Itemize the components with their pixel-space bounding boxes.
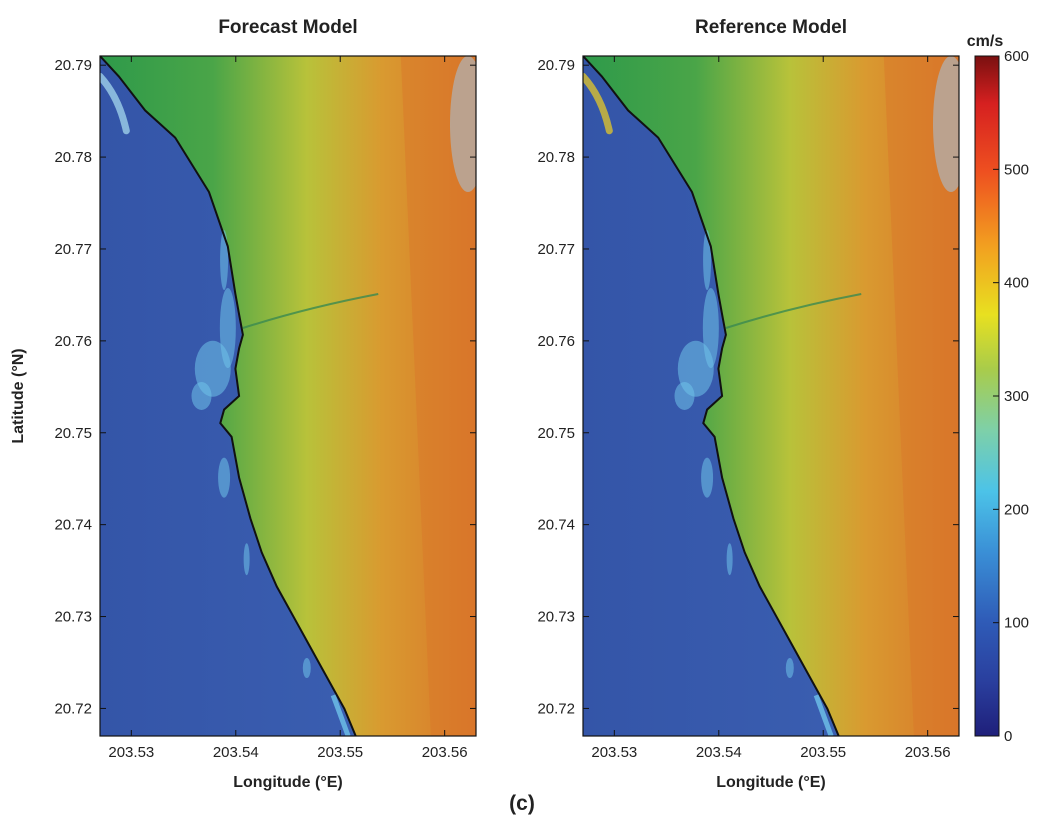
reference-panel: Reference Model 203.53 203.54 203.55 203.56 2… — [537, 17, 960, 791]
x-tick-label: 203.56 — [422, 744, 468, 761]
colorbar-tick-label: 300 — [1004, 388, 1029, 405]
y-tick-label: 20.73 — [537, 609, 575, 626]
forecast-panel: Forecast Model 203.53 203.54 203.55 203.56 20… — [10, 17, 477, 791]
colorbar-unit: cm/s — [967, 33, 1004, 50]
surf-zone-patch — [701, 457, 714, 498]
y-tick-label: 20.74 — [54, 517, 92, 534]
colorbar-tick-label: 100 — [1004, 615, 1029, 632]
colorbar: cm/s 0 100 200 300 400 500 600 — [967, 33, 1029, 745]
colorbar-ticks: 0 100 200 300 400 500 600 — [993, 48, 1029, 745]
colorbar-tick-label: 500 — [1004, 161, 1029, 178]
surf-zone-patch — [703, 230, 712, 290]
high-ground-patch — [933, 56, 959, 192]
figure-label: (c) — [509, 792, 535, 815]
surf-zone-patch — [243, 543, 250, 576]
high-ground-patch — [450, 56, 476, 192]
surf-zone-patch — [726, 543, 733, 576]
stream-channel — [725, 293, 862, 329]
x-tick-label: 203.54 — [213, 744, 259, 761]
outflow-jet — [330, 694, 351, 736]
stream-channel — [242, 293, 379, 329]
colorbar-tick-label: 200 — [1004, 501, 1029, 518]
y-tick-label: 20.74 — [537, 517, 575, 534]
plot-frame — [582, 55, 960, 737]
y-tick-label: 20.76 — [54, 333, 92, 350]
y-tick-label: 20.78 — [54, 149, 92, 166]
upland-band — [883, 56, 959, 736]
chart-title: Reference Model — [695, 17, 847, 38]
surf-zone-patch — [302, 658, 311, 678]
x-tick-label: 203.56 — [905, 744, 951, 761]
rip-jet — [583, 72, 613, 135]
chart-title: Forecast Model — [218, 17, 357, 38]
colorbar-tick-label: 600 — [1004, 48, 1029, 65]
upland-band — [400, 56, 476, 736]
rip-jet — [100, 72, 130, 135]
surf-zone-patch — [191, 382, 212, 410]
surf-zone-patch — [220, 230, 229, 290]
x-tick-label: 203.53 — [591, 744, 637, 761]
land-area — [583, 56, 959, 736]
coastline — [583, 56, 840, 736]
y-tick-label: 20.79 — [537, 57, 575, 74]
y-tick-label: 20.76 — [537, 333, 575, 350]
y-tick-label: 20.73 — [54, 609, 92, 626]
coastline — [100, 56, 357, 736]
map-field — [583, 56, 959, 736]
y-tick-label: 20.72 — [537, 700, 575, 717]
x-axis-label: Longitude (°E) — [716, 774, 825, 791]
x-tick-label: 203.53 — [108, 744, 154, 761]
colorbar-tick-label: 400 — [1004, 275, 1029, 292]
plot-frame — [99, 55, 477, 737]
y-tick-label: 20.79 — [54, 57, 92, 74]
x-tick-label: 203.55 — [800, 744, 846, 761]
y-tick-label: 20.72 — [54, 700, 92, 717]
surf-zone-patch — [785, 658, 794, 678]
x-tick-label: 203.54 — [696, 744, 742, 761]
surf-zone-patch — [218, 457, 231, 498]
y-axis-label: Latitude (°N) — [10, 348, 27, 443]
colorbar-tick-label: 0 — [1004, 728, 1012, 745]
y-tick-label: 20.78 — [537, 149, 575, 166]
outflow-jet — [813, 694, 834, 736]
surf-zone-patch — [674, 382, 695, 410]
map-field — [100, 56, 476, 736]
y-tick-label: 20.77 — [537, 241, 575, 258]
y-tick-label: 20.77 — [54, 241, 92, 258]
x-axis-label: Longitude (°E) — [233, 774, 342, 791]
land-area — [100, 56, 476, 736]
y-tick-label: 20.75 — [537, 425, 575, 442]
y-tick-label: 20.75 — [54, 425, 92, 442]
x-tick-label: 203.55 — [317, 744, 363, 761]
